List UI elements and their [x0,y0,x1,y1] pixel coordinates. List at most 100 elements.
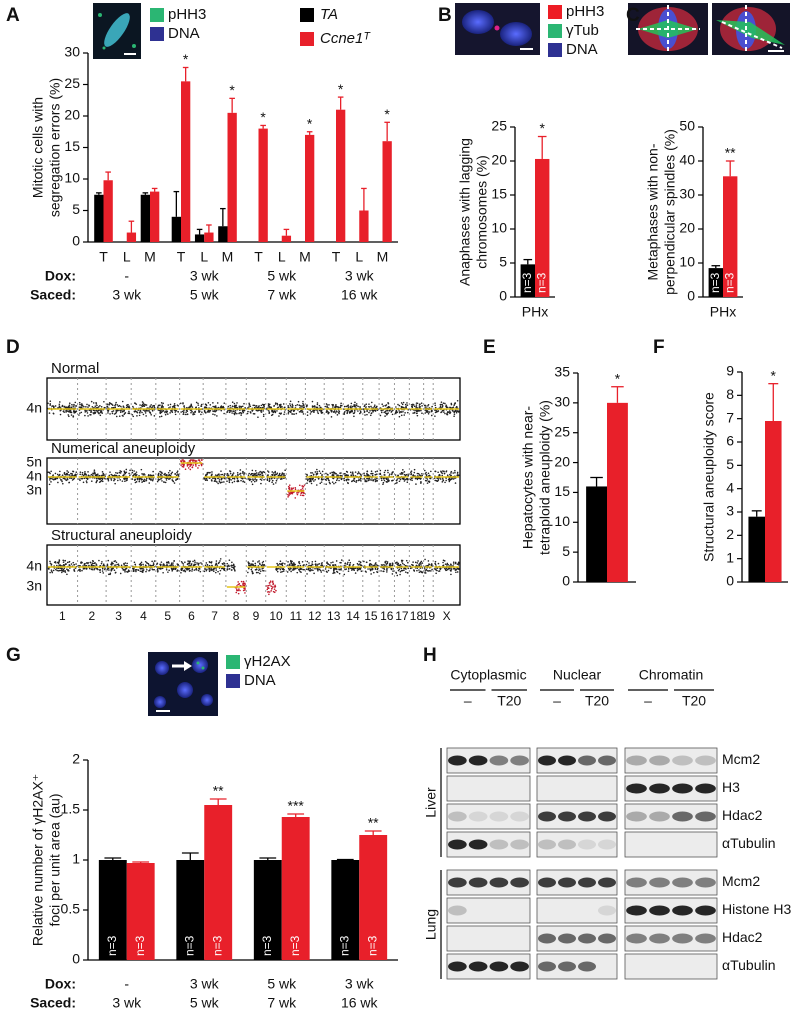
copy-number-dot [405,559,408,562]
copy-number-dot [376,568,379,571]
copy-number-dot [141,411,143,414]
copy-number-dot [407,567,410,570]
copy-number-dot [92,412,94,414]
copy-number-dot [418,569,420,571]
copy-number-dot [346,405,349,407]
copy-number-dot [390,411,393,413]
copy-number-dot [249,405,252,408]
copy-number-dot [313,480,315,482]
copy-number-dot [435,411,438,413]
blot-strip [624,747,718,774]
blot-band [558,839,576,850]
copy-number-dot [326,477,328,480]
copy-number-dot [290,406,292,408]
copy-number-dot [107,412,109,414]
x-tick-label: T [332,249,341,265]
copy-number-dot [424,409,427,412]
copy-number-dot [373,405,376,408]
protein-label: αTubulin [722,957,776,973]
copy-number-dot [374,478,376,480]
copy-number-dot [384,415,386,417]
copy-number-dot [135,569,137,571]
copy-number-dot [74,405,76,407]
blot-band [538,755,556,766]
copy-number-dot [314,471,317,473]
copy-number-dot [262,471,265,473]
copy-number-dot [398,411,401,414]
copy-number-dot [101,474,103,477]
copy-number-dot [268,406,270,409]
copy-number-dot [235,591,238,594]
copy-number-dot [205,406,208,409]
copy-number-dot [246,412,249,415]
copy-number-dot [243,402,245,405]
copy-number-dot [150,413,152,416]
copy-number-dot [100,562,103,565]
copy-number-dot [200,464,203,467]
copy-number-dot [220,405,223,407]
copy-number-dot [353,411,356,413]
copy-number-dot [300,491,303,494]
group-label: 3 wk [112,287,142,303]
copy-number-dot [344,562,346,565]
copy-number-dot [370,563,373,566]
copy-number-dot [358,472,360,475]
copy-number-dot [118,415,121,417]
y-tick-label: 0 [499,288,507,304]
copy-number-dot [363,560,365,563]
copy-number-dot [425,471,427,474]
copy-number-dot [248,402,250,405]
blot-band [538,961,556,972]
copy-number-dot [290,487,293,489]
copy-number-dot [313,572,315,575]
copy-number-dot [233,567,235,570]
copy-number-dot [152,478,154,481]
copy-number-dot [317,569,319,572]
copy-number-dot [205,562,208,564]
copy-number-dot [50,477,52,480]
bar [281,817,310,960]
copy-number-dot [165,411,168,414]
copy-number-dot [382,405,384,407]
copy-number-dot [365,561,368,564]
copy-number-dot [291,488,293,491]
copy-number-dot [50,470,52,473]
copy-number-dot [379,469,382,472]
tissue-label: Lung [423,909,439,940]
copy-number-dot [397,563,399,565]
treatment-label: T20 [497,693,521,709]
copy-number-dot [182,411,185,414]
copy-number-dot [302,404,305,406]
copy-number-dot [445,479,447,482]
copy-number-dot [61,569,64,572]
y-tick-label: 20 [491,152,507,168]
copy-number-dot [48,412,51,414]
copy-number-dot [390,473,393,476]
copy-number-dot [134,563,136,566]
copy-number-dot [287,411,290,414]
copy-number-dot [213,410,215,413]
copy-number-dot [262,410,264,412]
copy-number-dot [212,568,215,571]
copy-number-dot [102,473,105,475]
copy-number-dot [110,479,113,481]
x-tick-label: T [177,249,186,265]
copy-number-dot [374,568,377,570]
copy-number-dot [366,470,369,473]
copy-number-dot [300,410,302,412]
copy-number-dot [340,402,342,405]
copy-number-dot [347,478,350,481]
copy-number-dot [249,412,252,414]
copy-number-dot [336,478,339,480]
copy-number-dot [56,569,58,572]
copy-number-dot [287,412,290,415]
copy-number-dot [61,567,63,570]
copy-number-dot [308,562,310,564]
copy-number-dot [166,413,169,415]
copy-number-dot [255,405,258,407]
copy-number-dot [232,564,234,567]
copy-number-dot [274,470,277,473]
copy-number-dot [339,406,341,409]
y-tick-label: 2 [72,751,80,767]
y-axis-label: Hepatocytes with near- [520,406,536,550]
